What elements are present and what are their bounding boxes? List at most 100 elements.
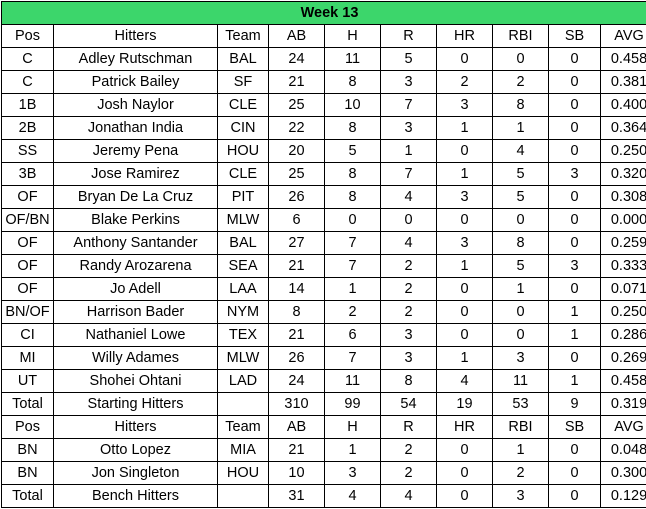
cell-team[interactable]: MIA <box>218 439 269 462</box>
cell-pos[interactable]: OF <box>2 278 54 301</box>
cell-h[interactable]: 2 <box>325 301 381 324</box>
cell-ab[interactable]: 21 <box>269 255 325 278</box>
cell-ab[interactable]: 24 <box>269 48 325 71</box>
cell-r[interactable]: 4 <box>381 232 437 255</box>
cell-hitter[interactable]: Adley Rutschman <box>54 48 218 71</box>
cell-sb[interactable]: 0 <box>549 71 601 94</box>
cell-pos[interactable]: 3B <box>2 163 54 186</box>
cell-rbi[interactable]: 2 <box>493 462 549 485</box>
cell-ab[interactable]: 310 <box>269 393 325 416</box>
cell-r[interactable]: 4 <box>381 485 437 508</box>
cell-ab[interactable]: 31 <box>269 485 325 508</box>
cell-r[interactable]: 7 <box>381 163 437 186</box>
cell-avg[interactable]: 0.250 <box>601 301 646 324</box>
cell-h[interactable]: 10 <box>325 94 381 117</box>
cell-r[interactable]: 2 <box>381 301 437 324</box>
cell-hr[interactable]: 3 <box>437 186 493 209</box>
cell-pos[interactable]: C <box>2 48 54 71</box>
cell-sb[interactable]: 0 <box>549 94 601 117</box>
cell-team[interactable]: MLW <box>218 347 269 370</box>
cell-hr[interactable]: 3 <box>437 232 493 255</box>
cell-rbi[interactable]: 2 <box>493 71 549 94</box>
cell-r[interactable]: 3 <box>381 347 437 370</box>
cell-h[interactable]: 6 <box>325 324 381 347</box>
cell-ab[interactable]: 14 <box>269 278 325 301</box>
cell-hitter[interactable]: Harrison Bader <box>54 301 218 324</box>
cell-pos[interactable]: 1B <box>2 94 54 117</box>
cell-team[interactable]: Team <box>218 416 269 439</box>
cell-rbi[interactable]: 3 <box>493 485 549 508</box>
cell-hitter[interactable]: Otto Lopez <box>54 439 218 462</box>
cell-rbi[interactable]: 0 <box>493 48 549 71</box>
cell-avg[interactable]: 0.333 <box>601 255 646 278</box>
cell-avg[interactable]: 0.308 <box>601 186 646 209</box>
cell-h[interactable]: 4 <box>325 485 381 508</box>
cell-avg[interactable]: AVG <box>601 416 646 439</box>
cell-sb[interactable]: 1 <box>549 370 601 393</box>
cell-team[interactable]: NYM <box>218 301 269 324</box>
cell-hitter[interactable]: Randy Arozarena <box>54 255 218 278</box>
cell-sb[interactable]: 3 <box>549 255 601 278</box>
cell-team[interactable]: CLE <box>218 94 269 117</box>
cell-hitter[interactable]: Hitters <box>54 416 218 439</box>
cell-pos[interactable]: MI <box>2 347 54 370</box>
cell-sb[interactable]: SB <box>549 25 601 48</box>
cell-sb[interactable]: 0 <box>549 347 601 370</box>
cell-sb[interactable]: 1 <box>549 301 601 324</box>
cell-pos[interactable]: Total <box>2 393 54 416</box>
cell-rbi[interactable]: 1 <box>493 278 549 301</box>
cell-pos[interactable]: CI <box>2 324 54 347</box>
cell-hr[interactable]: HR <box>437 25 493 48</box>
cell-avg[interactable]: 0.458 <box>601 48 646 71</box>
cell-rbi[interactable]: 1 <box>493 117 549 140</box>
cell-pos[interactable]: 2B <box>2 117 54 140</box>
cell-h[interactable]: 8 <box>325 163 381 186</box>
cell-team[interactable]: BAL <box>218 232 269 255</box>
cell-rbi[interactable]: 11 <box>493 370 549 393</box>
cell-hitter[interactable]: Shohei Ohtani <box>54 370 218 393</box>
cell-team[interactable]: CIN <box>218 117 269 140</box>
cell-pos[interactable]: BN <box>2 439 54 462</box>
cell-rbi[interactable]: 5 <box>493 255 549 278</box>
cell-rbi[interactable]: 0 <box>493 209 549 232</box>
cell-r[interactable]: R <box>381 25 437 48</box>
cell-avg[interactable]: 0.048 <box>601 439 646 462</box>
cell-ab[interactable]: 20 <box>269 140 325 163</box>
cell-hr[interactable]: 1 <box>437 117 493 140</box>
cell-avg[interactable]: 0.000 <box>601 209 646 232</box>
cell-hr[interactable]: 0 <box>437 301 493 324</box>
cell-r[interactable]: 4 <box>381 186 437 209</box>
cell-avg[interactable]: 0.320 <box>601 163 646 186</box>
cell-r[interactable]: 0 <box>381 209 437 232</box>
cell-hitter[interactable]: Willy Adames <box>54 347 218 370</box>
cell-h[interactable]: 7 <box>325 347 381 370</box>
cell-pos[interactable]: SS <box>2 140 54 163</box>
cell-team[interactable]: TEX <box>218 324 269 347</box>
cell-ab[interactable]: AB <box>269 25 325 48</box>
cell-sb[interactable]: SB <box>549 416 601 439</box>
cell-hitter[interactable]: Jon Singleton <box>54 462 218 485</box>
cell-ab[interactable]: 8 <box>269 301 325 324</box>
cell-ab[interactable]: 21 <box>269 71 325 94</box>
cell-pos[interactable]: Pos <box>2 416 54 439</box>
cell-h[interactable]: 7 <box>325 232 381 255</box>
cell-ab[interactable]: 26 <box>269 186 325 209</box>
cell-pos[interactable]: BN <box>2 462 54 485</box>
cell-rbi[interactable]: 53 <box>493 393 549 416</box>
cell-team[interactable]: SEA <box>218 255 269 278</box>
cell-sb[interactable]: 0 <box>549 439 601 462</box>
cell-hitter[interactable]: Jo Adell <box>54 278 218 301</box>
cell-r[interactable]: 5 <box>381 48 437 71</box>
cell-sb[interactable]: 0 <box>549 209 601 232</box>
cell-sb[interactable]: 9 <box>549 393 601 416</box>
cell-hr[interactable]: 1 <box>437 347 493 370</box>
cell-ab[interactable]: 26 <box>269 347 325 370</box>
cell-sb[interactable]: 0 <box>549 140 601 163</box>
cell-hr[interactable]: 0 <box>437 48 493 71</box>
cell-hr[interactable]: 0 <box>437 485 493 508</box>
cell-hr[interactable]: 3 <box>437 94 493 117</box>
cell-hitter[interactable]: Nathaniel Lowe <box>54 324 218 347</box>
cell-pos[interactable]: OF/BN <box>2 209 54 232</box>
cell-team[interactable] <box>218 485 269 508</box>
cell-avg[interactable]: AVG <box>601 25 646 48</box>
